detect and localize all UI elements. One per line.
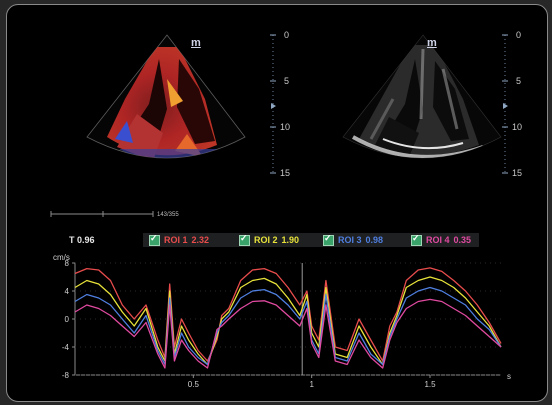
depth-tick-right-5: 5: [516, 76, 522, 86]
sector-label-left: m: [191, 37, 201, 49]
roi-1-value: 2.32: [191, 235, 210, 245]
velocity-chart: 8 4 0 -4 -8 0.5 1 1.5 s: [62, 259, 511, 389]
x-tick-label: 1: [309, 380, 314, 389]
time-readout: T 0.96: [69, 235, 95, 245]
checkbox-icon[interactable]: [149, 233, 160, 246]
roi-4-label: ROI 4: [426, 235, 450, 245]
series-line-roi-3: [74, 286, 502, 366]
depth-tick-left-15: 15: [280, 168, 291, 178]
roi-3-value: 0.98: [365, 235, 384, 245]
ultrasound-display: m m 0 5 10 15: [6, 4, 548, 402]
depth-scale-right: [502, 34, 508, 175]
sector-label-right: m: [427, 37, 437, 49]
series-line-roi-2: [74, 276, 502, 366]
cine-scrub-bar[interactable]: [47, 209, 157, 219]
y-axis-label: cm/s: [53, 253, 70, 262]
x-axis-label: s: [507, 372, 511, 381]
roi-1-toggle[interactable]: ROI 1 2.32: [149, 233, 209, 247]
roi-2-label: ROI 2: [254, 235, 278, 245]
y-tick-label: -4: [62, 343, 70, 352]
depth-tick-right-0: 0: [516, 30, 522, 40]
roi-2-toggle[interactable]: ROI 2 1.90: [239, 233, 299, 247]
series-line-roi-4: [74, 298, 502, 369]
roi-3-toggle[interactable]: ROI 3 0.98: [323, 233, 383, 247]
y-tick-label: 4: [65, 287, 70, 296]
roi-4-toggle[interactable]: ROI 4 0.35: [411, 233, 471, 247]
checkbox-icon[interactable]: [323, 233, 334, 246]
frame-counter: 143/355: [157, 212, 179, 218]
y-tick-label: 8: [65, 259, 70, 268]
depth-tick-right-15: 15: [512, 168, 523, 178]
series-line-roi-1: [74, 267, 502, 362]
color-doppler-sector: [86, 34, 246, 159]
roi-3-label: ROI 3: [338, 235, 362, 245]
depth-tick-left-5: 5: [284, 76, 290, 86]
depth-tick-right-10: 10: [512, 122, 523, 132]
depth-scale-left: [270, 34, 276, 175]
checkbox-icon[interactable]: [239, 233, 250, 246]
roi-2-value: 1.90: [281, 235, 300, 245]
depth-tick-left-0: 0: [284, 30, 290, 40]
checkbox-icon[interactable]: [411, 233, 422, 246]
x-tick-label: 0.5: [188, 380, 200, 389]
y-tick-label: 0: [65, 315, 70, 324]
bmode-sector: [342, 34, 502, 159]
roi-4-value: 0.35: [453, 235, 472, 245]
depth-tick-left-10: 10: [280, 122, 291, 132]
roi-legend: ROI 1 2.32 ROI 2 1.90 ROI 3 0.98 ROI 4 0…: [143, 233, 479, 247]
y-tick-label: -8: [62, 371, 70, 380]
x-tick-label: 1.5: [424, 380, 436, 389]
roi-1-label: ROI 1: [164, 235, 188, 245]
